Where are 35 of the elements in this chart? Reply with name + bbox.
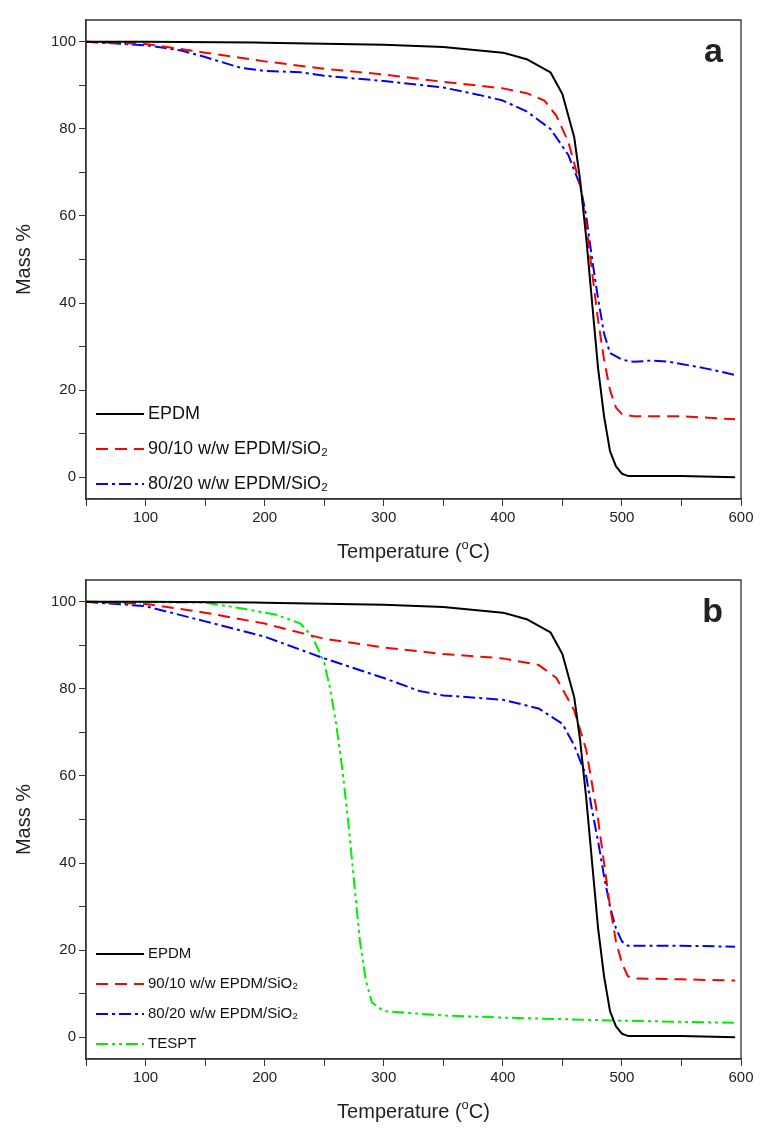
- legend-label: TESPT: [148, 1034, 197, 1052]
- x-tick-label: 400: [490, 508, 516, 526]
- x-tick-label: 200: [252, 1068, 278, 1086]
- y-tick-label: 60: [59, 766, 77, 784]
- y-tick-label: 20: [59, 940, 77, 958]
- y-tick-label: 40: [59, 293, 77, 311]
- y-tick-label: 100: [51, 591, 77, 609]
- legend-label: EPDM: [148, 944, 192, 962]
- legend-label: 90/10 w/w EPDM/SiO₂: [148, 437, 329, 458]
- x-tick-label: 100: [133, 1068, 159, 1086]
- legend-label: 80/20 w/w EPDM/SiO₂: [148, 472, 329, 493]
- legend-label: EPDM: [148, 402, 201, 423]
- y-tick-label: 80: [59, 119, 77, 136]
- x-tick-label: 500: [609, 1068, 635, 1086]
- y-tick-label: 0: [67, 1027, 77, 1045]
- legend-label: 80/20 w/w EPDM/SiO₂: [148, 1004, 299, 1022]
- y-axis-title: Mass %: [12, 783, 34, 856]
- x-tick-label: 600: [728, 508, 754, 526]
- chart-title: b: [702, 591, 723, 630]
- y-tick-label: 60: [59, 206, 77, 224]
- x-tick-label: 200: [252, 508, 278, 526]
- chart-title: a: [704, 31, 725, 70]
- x-tick-label: 600: [728, 1068, 754, 1086]
- y-tick-label: 20: [59, 380, 77, 398]
- x-tick-label: 300: [371, 508, 397, 526]
- x-tick-label: 500: [609, 508, 635, 526]
- legend-label: 90/10 w/w EPDM/SiO₂: [148, 974, 299, 992]
- y-axis-title: Mass %: [12, 223, 34, 296]
- x-tick-label: 100: [133, 508, 159, 526]
- y-tick-label: 0: [67, 467, 77, 485]
- x-tick-label: 300: [371, 1068, 397, 1086]
- y-tick-label: 80: [59, 679, 77, 696]
- y-tick-label: 40: [59, 853, 77, 871]
- y-tick-label: 100: [51, 31, 77, 49]
- x-tick-label: 400: [490, 1068, 516, 1086]
